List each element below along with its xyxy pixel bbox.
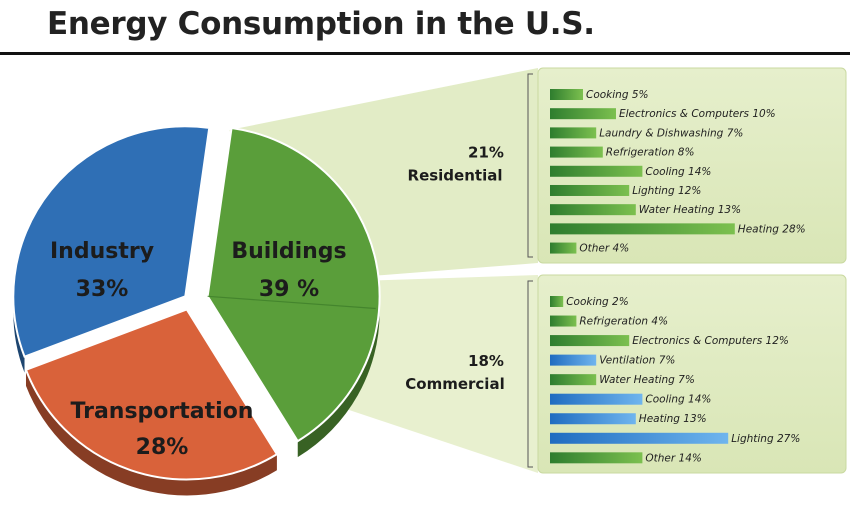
panel-bracket-commercial (527, 280, 533, 468)
bar-label-residential-other: Other 4% (579, 243, 629, 255)
bar-commercial-water-heating (550, 374, 597, 386)
bar-commercial-heating (550, 413, 636, 425)
pie-label-industry: Industry (50, 239, 154, 264)
bar-label-residential-water-heating: Water Heating 13% (639, 204, 741, 216)
bar-label-residential-lighting: Lighting 12% (632, 185, 701, 197)
bar-residential-heating (550, 223, 735, 235)
bar-label-residential-cooling: Cooling 14% (645, 166, 711, 178)
title-rule (0, 52, 850, 55)
pie-slice-buildings (206, 126, 381, 443)
bar-label-residential-cooking: Cooking 5% (586, 89, 649, 101)
buildings-split-line (207, 295, 376, 310)
bar-commercial-refrigeration (550, 315, 577, 327)
bar-residential-refrigeration (550, 146, 603, 158)
bar-label-commercial-cooking: Cooking 2% (566, 296, 629, 308)
pie-slice-rim-transportation (25, 369, 277, 496)
pie-slice-industry (12, 125, 211, 358)
bar-label-residential-refrigeration: Refrigeration 8% (606, 147, 695, 159)
panel-commercial: 18% Commercial Cooking 2% Refrigeration 4% E… (405, 274, 847, 474)
bar-commercial-other (550, 452, 643, 464)
pie-chart: Buildings 39 % Transportation 28% Industry 33… (12, 125, 381, 496)
bar-residential-electronics-and-computers (550, 108, 616, 120)
group-name-residential: Residential (408, 167, 503, 185)
pie-slice-transportation (24, 308, 279, 481)
bar-label-residential-electronics-and-computers: Electronics & Computers 10% (619, 108, 776, 120)
pie-slice-rim-industry (13, 296, 25, 373)
bar-label-commercial-water-heating: Water Heating 7% (599, 374, 695, 386)
bar-residential-cooling (550, 165, 643, 177)
bar-commercial-lighting (550, 432, 729, 444)
bar-label-commercial-other: Other 14% (645, 452, 702, 464)
bar-commercial-ventilation (550, 354, 597, 366)
bar-label-residential-laundry-and-dishwashing: Laundry & Dishwashing 7% (599, 127, 743, 139)
bar-label-commercial-cooling: Cooling 14% (645, 394, 711, 406)
panel-bracket-residential (527, 73, 533, 258)
breakdown-panels: 21% Residential Cooking 5% Electronics & Co… (405, 67, 847, 474)
pie-value-buildings: 39 % (259, 277, 319, 302)
bar-label-residential-heating: Heating 28% (738, 223, 806, 235)
chart-title: Energy Consumption in the U.S. (47, 6, 595, 42)
bar-commercial-cooking (550, 296, 564, 307)
bar-residential-laundry-and-dishwashing (550, 127, 597, 139)
bar-label-commercial-ventilation: Ventilation 7% (599, 355, 675, 367)
bar-label-commercial-refrigeration: Refrigeration 4% (579, 316, 668, 328)
pie-label-buildings: Buildings (231, 239, 346, 264)
group-percent-residential: 21% (468, 144, 504, 162)
bar-residential-water-heating (550, 204, 636, 216)
group-name-commercial: Commercial (405, 375, 504, 393)
bar-label-commercial-lighting: Lighting 27% (731, 433, 800, 445)
bar-residential-lighting (550, 184, 630, 196)
pie-slice-rim-buildings (297, 296, 380, 458)
group-percent-commercial: 18% (468, 352, 504, 370)
panel-residential: 21% Residential Cooking 5% Electronics & Co… (408, 67, 847, 264)
bar-commercial-cooling (550, 393, 643, 405)
bar-label-commercial-electronics-and-computers: Electronics & Computers 12% (632, 335, 789, 347)
pie-value-transportation: 28% (136, 435, 189, 460)
bar-commercial-electronics-and-computers (550, 335, 630, 347)
bar-residential-cooking (550, 89, 583, 100)
pie-label-transportation: Transportation (71, 399, 254, 424)
bar-label-commercial-heating: Heating 13% (639, 413, 707, 425)
bar-residential-other (550, 242, 577, 254)
pie-value-industry: 33% (76, 277, 129, 302)
